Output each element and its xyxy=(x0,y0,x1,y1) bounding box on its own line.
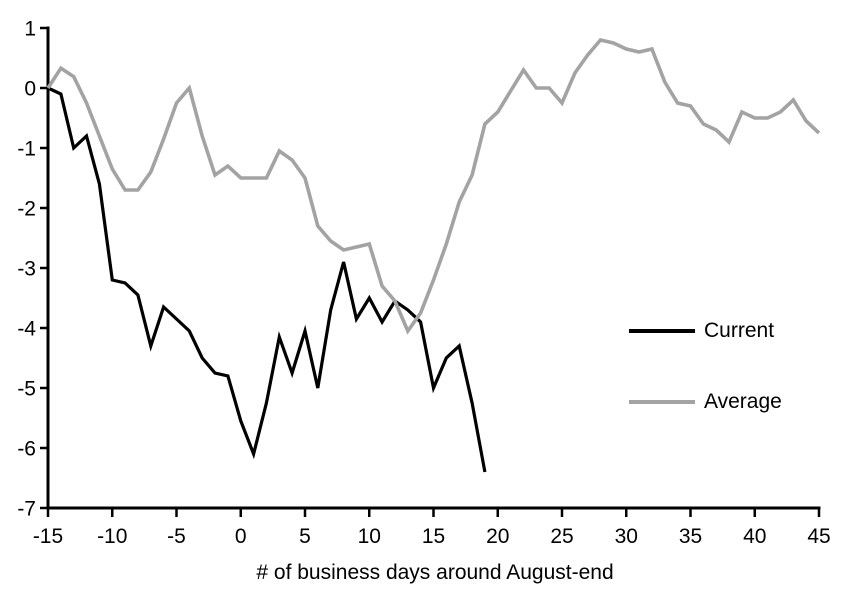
legend-item-current: Current xyxy=(629,319,839,343)
x-tick-label: 35 xyxy=(679,525,702,548)
y-tick-label: -4 xyxy=(17,318,36,341)
y-tick-label: -5 xyxy=(17,378,36,401)
y-tick-label: 0 xyxy=(24,78,36,101)
average-line-swatch xyxy=(629,400,695,404)
x-axis-title: # of business days around August-end xyxy=(256,561,614,584)
y-tick-label: -6 xyxy=(17,438,36,461)
current-line-swatch xyxy=(629,329,695,333)
legend-label-current: Current xyxy=(704,319,775,342)
y-tick-label: -2 xyxy=(17,198,36,221)
x-tick-label: 0 xyxy=(235,525,247,548)
y-tick-label: 1 xyxy=(24,18,36,41)
x-tick-label: 20 xyxy=(486,525,509,548)
x-tick-label: -5 xyxy=(167,525,186,548)
x-tick-label: 15 xyxy=(422,525,445,548)
x-tick-label: 40 xyxy=(743,525,766,548)
x-tick-label: 10 xyxy=(358,525,381,548)
current-series-line xyxy=(47,86,487,473)
x-tick-label: 25 xyxy=(550,525,573,548)
legend-label-average: Average xyxy=(704,390,782,413)
x-tick-label: -10 xyxy=(97,525,127,548)
legend-item-average: Average xyxy=(629,390,839,414)
x-tick-label: 45 xyxy=(807,525,830,548)
average-series-line xyxy=(46,37,821,335)
y-tick-label: -3 xyxy=(17,258,36,281)
x-tick-label: 30 xyxy=(615,525,638,548)
x-tick-label: -15 xyxy=(33,525,63,548)
x-tick-label: 5 xyxy=(299,525,311,548)
y-tick-label: -1 xyxy=(17,138,36,161)
y-tick-label: -7 xyxy=(17,498,36,521)
